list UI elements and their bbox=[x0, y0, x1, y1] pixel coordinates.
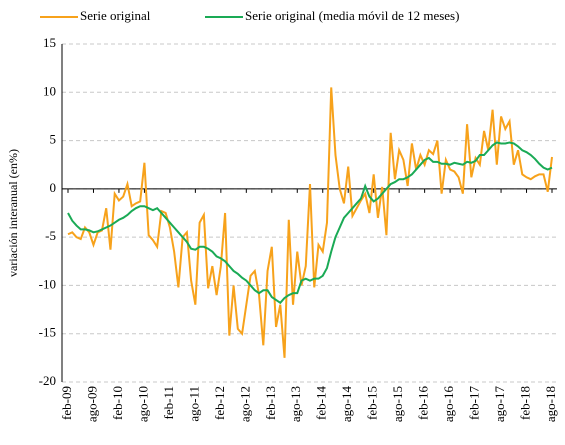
x-tick-label: ago-12 bbox=[237, 386, 252, 422]
y-axis-label: variación interanual (en%) bbox=[6, 149, 20, 277]
legend-label: Serie original bbox=[80, 8, 151, 23]
x-tick-label: ago-13 bbox=[288, 386, 303, 422]
x-tick-label: ago-17 bbox=[492, 386, 507, 423]
y-tick-label: -10 bbox=[39, 276, 56, 291]
x-tick-label: feb-18 bbox=[518, 386, 533, 420]
x-tick-label: feb-11 bbox=[161, 386, 176, 419]
x-tick-label: ago-10 bbox=[135, 386, 150, 422]
y-tick-label: -20 bbox=[39, 373, 56, 388]
x-tick-label: ago-18 bbox=[543, 386, 558, 422]
series-line bbox=[67, 141, 553, 305]
x-tick-label: ago-14 bbox=[339, 386, 354, 423]
x-tick-label: feb-17 bbox=[467, 386, 482, 420]
x-tick-label: ago-15 bbox=[390, 386, 405, 422]
x-tick-label: ago-16 bbox=[441, 386, 456, 423]
x-tick-label: feb-12 bbox=[212, 386, 227, 420]
x-tick-label: feb-13 bbox=[263, 386, 278, 420]
x-tick-label: feb-09 bbox=[59, 386, 74, 420]
x-tick-label: feb-15 bbox=[365, 386, 380, 420]
y-tick-label: 10 bbox=[43, 83, 56, 98]
y-tick-label: 15 bbox=[43, 35, 56, 50]
series-line bbox=[67, 87, 553, 358]
y-tick-label: -15 bbox=[39, 325, 56, 340]
x-tick-label: ago-11 bbox=[186, 386, 201, 422]
x-tick-label: feb-16 bbox=[416, 386, 431, 420]
y-tick-label: 0 bbox=[50, 180, 57, 195]
x-tick-label: feb-14 bbox=[314, 386, 329, 420]
y-tick-label: 5 bbox=[50, 132, 57, 147]
legend-label: Serie original (media móvil de 12 meses) bbox=[245, 8, 459, 23]
x-tick-label: ago-09 bbox=[84, 386, 99, 422]
x-tick-label: feb-10 bbox=[110, 386, 125, 420]
y-tick-label: -5 bbox=[45, 228, 56, 243]
